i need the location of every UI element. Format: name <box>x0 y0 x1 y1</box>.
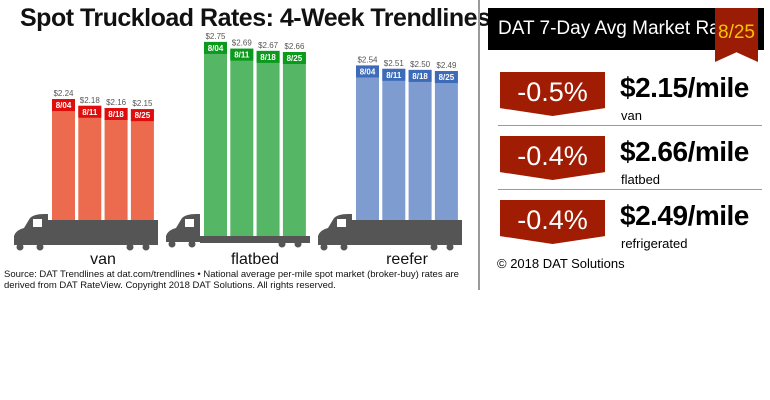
value-label: $2.50 <box>410 60 431 69</box>
bar-date-band <box>356 65 379 78</box>
bar-reefer-8/04 <box>356 65 379 220</box>
rate-value: $2.66/mile <box>620 136 749 167</box>
series-label-flatbed: flatbed <box>231 251 279 268</box>
bar-flatbed-8/18 <box>256 50 280 236</box>
series-label-van: van <box>90 251 116 268</box>
wheel <box>430 243 438 251</box>
value-label: $2.18 <box>80 96 101 105</box>
trailer-box <box>48 220 158 245</box>
rate-value: $2.15/mile <box>620 72 749 103</box>
date-ribbon: 8/25 <box>715 8 758 62</box>
date-label: 8/25 <box>439 73 455 82</box>
wheel <box>36 243 44 251</box>
series-label-reefer: reefer <box>386 251 428 268</box>
source-note: Source: DAT Trendlines at dat.com/trendl… <box>4 269 459 291</box>
bar-van-8/11 <box>78 105 102 220</box>
bar-date-band <box>104 108 128 120</box>
change-badge: -0.4% <box>500 200 605 244</box>
date-label: 8/04 <box>56 101 72 110</box>
truck-cab-icon <box>318 214 352 245</box>
value-label: $2.49 <box>436 61 457 70</box>
bar-date-band <box>130 109 154 122</box>
bar-flatbed-8/25 <box>282 52 306 236</box>
date-label: 8/18 <box>108 110 124 119</box>
bar-van-8/04 <box>52 99 75 220</box>
bar-reefer-8/11 <box>382 68 406 220</box>
bar-date-band <box>434 71 458 84</box>
wheel <box>294 240 302 248</box>
rate-type: flatbed <box>621 172 661 187</box>
value-label: $2.54 <box>357 55 378 64</box>
date-label: 8/11 <box>386 71 402 80</box>
date-label: 8/11 <box>82 108 98 117</box>
date-label: 8/04 <box>208 44 224 53</box>
bar-date-band <box>382 68 406 81</box>
value-label: $2.66 <box>284 42 305 51</box>
value-label: $2.69 <box>232 39 253 48</box>
value-label: $2.15 <box>132 99 153 108</box>
wheel <box>188 240 196 248</box>
rate-row-reefer: -0.4% $2.49/mile refrigerated <box>500 200 762 260</box>
trailer-box <box>352 220 462 245</box>
bar-date-band <box>52 99 75 112</box>
row-divider <box>498 125 762 126</box>
wheel <box>16 243 24 251</box>
change-badge: -0.4% <box>500 136 605 180</box>
value-label: $2.24 <box>53 89 74 98</box>
bar-date-band <box>408 69 432 82</box>
truck-window <box>337 219 346 227</box>
value-label: $2.16 <box>106 98 127 107</box>
bar-flatbed-8/11 <box>230 48 254 236</box>
bar-reefer-8/25 <box>434 71 458 220</box>
date-label: 8/11 <box>234 51 250 60</box>
rate-row-van: -0.5% $2.15/mile van <box>500 72 762 132</box>
rate-row-flatbed: -0.4% $2.66/mile flatbed <box>500 136 762 196</box>
truck-cab-icon <box>166 214 200 242</box>
wheel <box>126 243 134 251</box>
bar-date-band <box>78 105 102 118</box>
bar-van-8/18 <box>104 108 128 220</box>
wheel <box>446 243 454 251</box>
value-label: $2.67 <box>258 41 279 50</box>
date-label: 8/25 <box>135 111 151 120</box>
wheel <box>168 240 176 248</box>
rate-type: van <box>621 108 642 123</box>
truck-cab-icon <box>14 214 48 245</box>
wheel <box>142 243 150 251</box>
copyright: © 2018 DAT Solutions <box>497 256 625 271</box>
wheel <box>320 243 328 251</box>
divider <box>478 0 480 290</box>
bar-flatbed-8/04 <box>204 41 227 236</box>
date-label: 8/18 <box>412 72 428 81</box>
bar-chart: 8/04 $2.24 8/11 $2.18 8/18 $2.16 8/25 $2.15 van 8… <box>14 32 462 268</box>
bar-date-band <box>282 52 306 64</box>
truck-window <box>33 219 42 227</box>
wheel <box>278 240 286 248</box>
wheel <box>340 243 348 251</box>
date-label: 8/25 <box>287 54 303 63</box>
date-label: 8/18 <box>260 53 276 62</box>
change-badge: -0.5% <box>500 72 605 116</box>
bar-van-8/25 <box>130 109 154 220</box>
date-label: 8/04 <box>360 67 376 76</box>
bar-date-band <box>256 50 280 63</box>
rate-type: refrigerated <box>621 236 688 251</box>
truck-window <box>185 219 194 227</box>
value-label: $2.75 <box>205 32 226 41</box>
row-divider <box>498 189 762 190</box>
bar-reefer-8/18 <box>408 69 432 220</box>
rate-value: $2.49/mile <box>620 200 749 231</box>
value-label: $2.51 <box>384 59 405 68</box>
bar-date-band <box>230 48 254 61</box>
flatbed-trailer <box>200 236 310 243</box>
chart-title: Spot Truckload Rates: 4-Week Trendlines <box>20 4 491 32</box>
bar-date-band <box>204 41 227 54</box>
